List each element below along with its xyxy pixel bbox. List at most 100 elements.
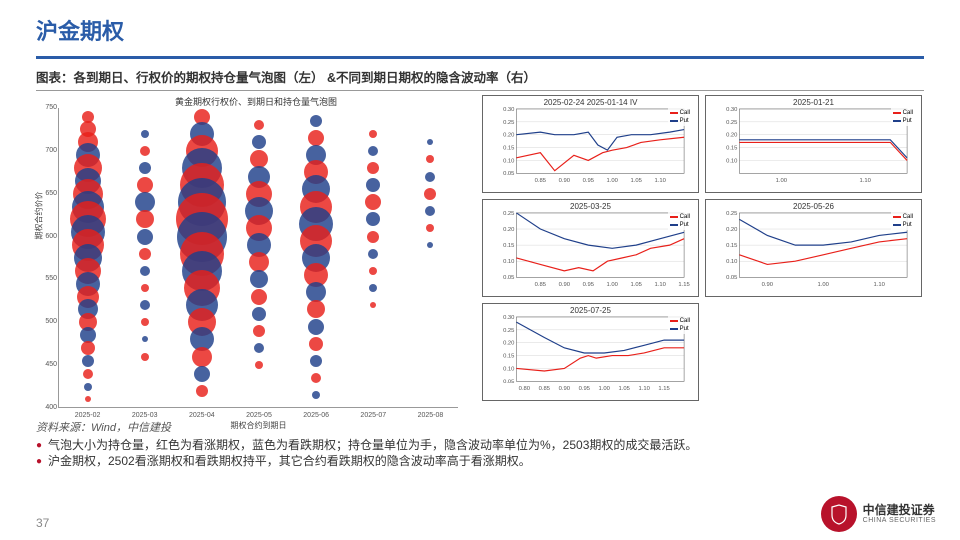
svg-text:0.20: 0.20 — [726, 133, 738, 139]
svg-text:0.05: 0.05 — [503, 379, 514, 385]
bubble-point — [251, 289, 267, 305]
svg-text:0.95: 0.95 — [583, 282, 594, 288]
note-item: 气泡大小为持仓量，红色为看涨期权，蓝色为看跌期权；持仓量单位为手，隐含波动率单位… — [36, 437, 924, 453]
svg-text:1.10: 1.10 — [638, 386, 650, 392]
bubble-point — [368, 249, 378, 259]
bubble-point — [366, 178, 380, 192]
bubble-point — [307, 300, 325, 318]
svg-text:1.00: 1.00 — [818, 282, 830, 288]
bubble-point — [141, 353, 149, 361]
bubble-y-tick: 400 — [45, 404, 57, 411]
bubble-point — [426, 155, 434, 163]
svg-text:0.90: 0.90 — [559, 386, 571, 392]
iv-panels-grid: 2025-02-24 2025-01-14 IV0.050.100.150.20… — [482, 95, 922, 415]
svg-text:0.85: 0.85 — [535, 282, 546, 288]
svg-text:0.25: 0.25 — [503, 211, 514, 217]
svg-text:0.10: 0.10 — [503, 158, 515, 164]
bubble-y-tick: 750 — [45, 104, 57, 111]
iv-legend: CallPut — [891, 212, 915, 230]
page-title: 沪金期权 — [36, 14, 924, 46]
svg-text:0.10: 0.10 — [726, 158, 738, 164]
bubble-point — [135, 192, 155, 212]
bubble-point — [139, 162, 151, 174]
svg-text:1.00: 1.00 — [607, 282, 619, 288]
svg-text:0.90: 0.90 — [559, 178, 571, 184]
bubble-point — [137, 177, 153, 193]
bubble-point — [369, 267, 377, 275]
svg-text:0.20: 0.20 — [503, 227, 515, 233]
svg-text:1.10: 1.10 — [654, 282, 666, 288]
note-item: 沪金期权，2502看涨期权和看跌期权持平，其它合约看跌期权的隐含波动率高于看涨期… — [36, 453, 924, 469]
bubble-point — [81, 341, 95, 355]
svg-text:0.05: 0.05 — [726, 275, 737, 281]
iv-legend: CallPut — [891, 108, 915, 126]
logo-icon — [821, 496, 857, 532]
title-divider — [36, 56, 924, 59]
brand-logo: 中信建投证券CHINA SECURITIES — [821, 496, 936, 532]
svg-text:0.05: 0.05 — [503, 275, 514, 281]
bubble-point — [309, 337, 323, 351]
svg-text:0.25: 0.25 — [726, 211, 737, 217]
svg-text:0.10: 0.10 — [503, 366, 515, 372]
iv-panel: 2025-07-250.050.100.150.200.250.300.800.… — [482, 303, 699, 401]
bubble-point — [253, 325, 265, 337]
page-number: 37 — [36, 516, 49, 530]
bubble-point — [427, 242, 433, 248]
svg-text:0.20: 0.20 — [503, 341, 515, 347]
svg-text:0.25: 0.25 — [503, 120, 514, 126]
bubble-point — [83, 369, 93, 379]
svg-text:0.95: 0.95 — [579, 386, 590, 392]
bubble-point — [141, 318, 149, 326]
bubble-point — [427, 139, 433, 145]
bubble-point — [141, 130, 149, 138]
iv-legend: CallPut — [668, 316, 692, 334]
bubble-point — [424, 188, 436, 200]
bubble-x-tick: 2025-08 — [418, 412, 444, 419]
bubble-point — [196, 385, 208, 397]
svg-text:1.10: 1.10 — [873, 282, 885, 288]
bubble-x-tick: 2025-05 — [246, 412, 272, 419]
iv-panel-title: 2025-01-21 — [708, 98, 919, 107]
svg-text:0.20: 0.20 — [503, 133, 515, 139]
bubble-point — [82, 355, 94, 367]
bubble-x-tick: 2025-02 — [75, 412, 101, 419]
bubble-x-tick: 2025-07 — [360, 412, 386, 419]
bubble-y-tick: 500 — [45, 318, 57, 325]
iv-panel: 2025-03-250.050.100.150.200.250.850.900.… — [482, 199, 699, 297]
svg-text:1.00: 1.00 — [607, 178, 619, 184]
bubble-point — [312, 391, 320, 399]
bubble-point — [192, 347, 212, 367]
svg-text:0.30: 0.30 — [726, 107, 738, 113]
bubble-point — [310, 115, 322, 127]
bubble-x-tick: 2025-06 — [303, 412, 329, 419]
bubble-point — [252, 135, 266, 149]
bubble-y-axis-title: 期权合约价价 — [34, 191, 45, 239]
bubble-point — [255, 361, 263, 369]
svg-text:1.05: 1.05 — [619, 386, 630, 392]
bubble-point — [311, 373, 321, 383]
svg-text:0.15: 0.15 — [503, 354, 514, 360]
svg-text:1.05: 1.05 — [630, 282, 641, 288]
svg-text:0.15: 0.15 — [503, 146, 514, 152]
svg-text:0.05: 0.05 — [503, 171, 514, 177]
iv-panel-title: 2025-05-26 — [708, 202, 919, 211]
svg-text:0.15: 0.15 — [726, 146, 737, 152]
bubble-point — [85, 396, 91, 402]
bubble-y-tick: 650 — [45, 190, 57, 197]
bubble-point — [140, 300, 150, 310]
subtitle-divider — [36, 90, 924, 91]
data-source: 资料来源：Wind，中信建投 — [36, 419, 924, 435]
svg-text:0.20: 0.20 — [726, 227, 738, 233]
bubble-point — [310, 355, 322, 367]
svg-text:0.30: 0.30 — [503, 107, 515, 113]
svg-text:1.00: 1.00 — [776, 178, 788, 184]
svg-text:1.10: 1.10 — [654, 178, 666, 184]
bubble-point — [137, 229, 153, 245]
bubble-y-tick: 550 — [45, 275, 57, 282]
svg-text:0.95: 0.95 — [583, 178, 594, 184]
bubble-point — [194, 366, 210, 382]
bubble-point — [254, 343, 264, 353]
bubble-point — [141, 284, 149, 292]
bubble-point — [366, 212, 380, 226]
svg-text:0.90: 0.90 — [762, 282, 774, 288]
